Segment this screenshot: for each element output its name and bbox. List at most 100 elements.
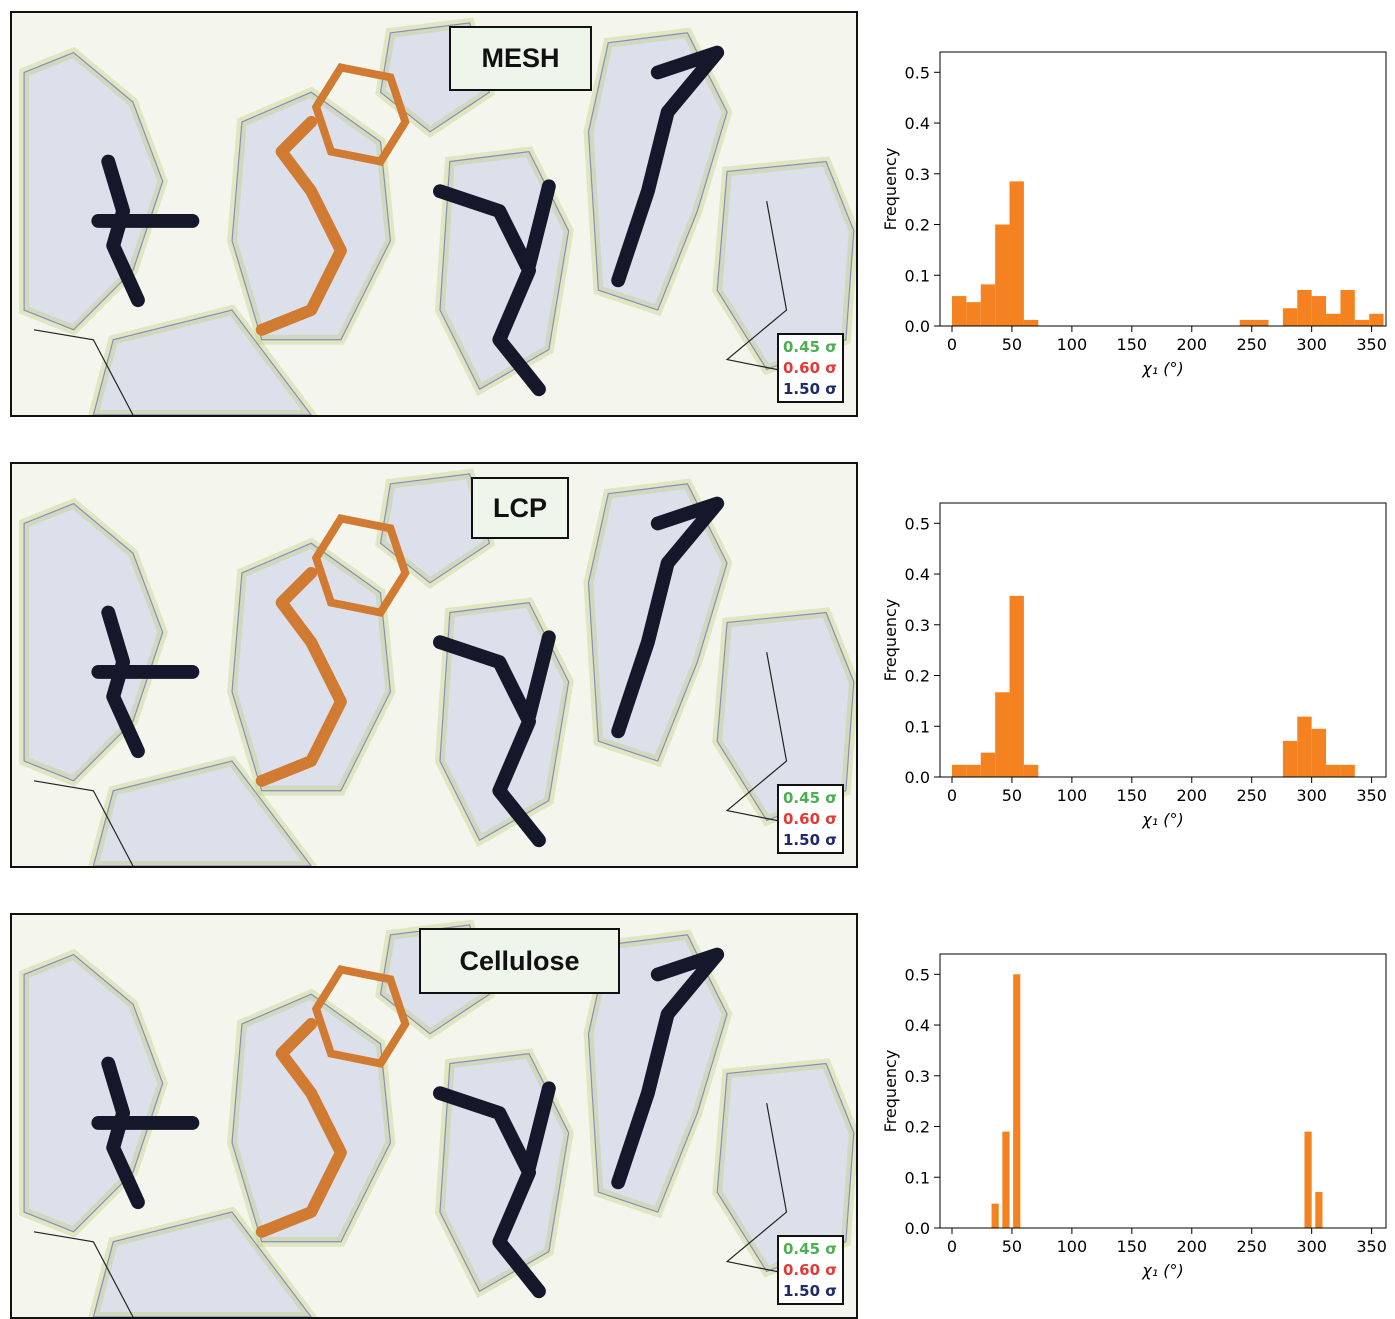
x-tick-label: 150 bbox=[1117, 1237, 1148, 1256]
electron-density-render bbox=[19, 468, 856, 866]
histogram-bar bbox=[1009, 181, 1024, 326]
x-tick-label: 350 bbox=[1356, 786, 1387, 805]
x-tick-label: 200 bbox=[1177, 335, 1208, 354]
ligand-ring bbox=[311, 514, 410, 617]
residue-stick bbox=[101, 1056, 145, 1210]
x-tick-label: 100 bbox=[1057, 1237, 1088, 1256]
residue-stick bbox=[611, 947, 725, 1190]
wire-backbone bbox=[33, 1231, 134, 1317]
residue-stick bbox=[522, 179, 556, 273]
y-tick-label: 0.1 bbox=[905, 717, 930, 736]
histogram-bar bbox=[1282, 740, 1298, 777]
sigma-green: 0.45 σ bbox=[783, 789, 837, 807]
histogram-bar bbox=[1311, 296, 1327, 326]
ligand-ring bbox=[311, 63, 410, 166]
density-blob bbox=[19, 46, 168, 336]
x-tick-label: 0 bbox=[947, 786, 957, 805]
x-tick-label: 250 bbox=[1236, 335, 1267, 354]
histogram-bar bbox=[1326, 313, 1341, 326]
density-mesh bbox=[716, 1062, 855, 1273]
histogram-bar bbox=[1369, 313, 1384, 326]
plot-frame bbox=[939, 51, 1387, 327]
x-tick-label: 300 bbox=[1296, 786, 1327, 805]
x-tick-label: 200 bbox=[1177, 786, 1208, 805]
ligand-stick bbox=[255, 1017, 347, 1238]
histogram-bar bbox=[1304, 1131, 1312, 1228]
histogram-bar bbox=[1013, 974, 1021, 1228]
y-tick-label: 0.1 bbox=[905, 266, 930, 285]
residue-stick bbox=[611, 496, 725, 739]
sigma-red: 0.60 σ bbox=[783, 359, 837, 377]
sigma-blue: 1.50 σ bbox=[783, 380, 837, 398]
histogram-bar bbox=[951, 296, 967, 326]
histogram-bar bbox=[1340, 289, 1355, 326]
density-panel-lcp: LCP 0.45 σ 0.60 σ 1.50 σ bbox=[10, 462, 858, 868]
y-tick-label: 0.2 bbox=[905, 667, 930, 686]
y-tick-label: 0.5 bbox=[905, 514, 930, 533]
x-tick-label: 300 bbox=[1296, 335, 1327, 354]
x-tick-label: 350 bbox=[1356, 1237, 1387, 1256]
y-tick-label: 0.0 bbox=[905, 317, 930, 336]
sigma-red: 0.60 σ bbox=[783, 810, 837, 828]
histogram-bar bbox=[1311, 728, 1327, 777]
histogram-bar bbox=[1297, 289, 1312, 326]
density-panel-mesh: MESH 0.45 σ 0.60 σ 1.50 σ bbox=[10, 11, 858, 417]
y-tick-label: 0.4 bbox=[905, 565, 930, 584]
residue-stick bbox=[101, 154, 145, 308]
x-tick-label: 200 bbox=[1177, 1237, 1208, 1256]
histogram-bar bbox=[1354, 319, 1370, 326]
y-tick-label: 0.3 bbox=[905, 165, 930, 184]
histogram-bar bbox=[1239, 319, 1255, 326]
residue-stick bbox=[522, 630, 556, 724]
density-mesh bbox=[92, 760, 312, 866]
sigma-legend: 0.45 σ 0.60 σ 1.50 σ bbox=[777, 333, 844, 403]
sigma-legend: 0.45 σ 0.60 σ 1.50 σ bbox=[777, 784, 844, 854]
panel-label: Cellulose bbox=[419, 928, 620, 994]
electron-density-render bbox=[19, 17, 856, 415]
x-axis-label: χ₁ (°) bbox=[1141, 810, 1183, 829]
density-mesh bbox=[716, 160, 855, 371]
y-tick-label: 0.5 bbox=[905, 965, 930, 984]
chi1-histogram-mesh: 0 50 100 150 200 250 300 350 0.0 0.1 0.2 0.3 0.4 0.5 χ… bbox=[881, 51, 1387, 378]
sigma-red: 0.60 σ bbox=[783, 1261, 837, 1279]
histogram-bar bbox=[980, 752, 996, 777]
residue-stick bbox=[611, 45, 725, 288]
ligand-stick bbox=[255, 115, 347, 336]
density-mesh bbox=[379, 22, 491, 133]
x-tick-label: 0 bbox=[947, 335, 957, 354]
residue-sticks bbox=[33, 947, 827, 1317]
plot-frame bbox=[939, 502, 1387, 778]
x-tick-label: 100 bbox=[1057, 335, 1088, 354]
histogram-bar bbox=[951, 764, 967, 777]
x-tick-label: 150 bbox=[1117, 786, 1148, 805]
histogram-bar bbox=[980, 284, 996, 326]
y-axis-label: Frequency bbox=[881, 599, 900, 682]
histogram-bar bbox=[1282, 308, 1298, 326]
density-blob bbox=[19, 497, 168, 787]
sigma-green: 0.45 σ bbox=[783, 1240, 837, 1258]
histogram-bar bbox=[995, 692, 1010, 777]
y-tick-label: 0.5 bbox=[905, 63, 930, 82]
wire-backbone bbox=[33, 780, 134, 866]
panel-label: LCP bbox=[471, 477, 569, 539]
plot-frame bbox=[939, 953, 1387, 1229]
y-tick-label: 0.3 bbox=[905, 1067, 930, 1086]
histogram-bar bbox=[1009, 595, 1024, 777]
x-axis-label: χ₁ (°) bbox=[1141, 1261, 1183, 1280]
histogram-bar bbox=[1023, 319, 1039, 326]
x-tick-label: 250 bbox=[1236, 786, 1267, 805]
x-tick-label: 150 bbox=[1117, 335, 1148, 354]
density-mesh bbox=[439, 1052, 570, 1293]
x-tick-label: 50 bbox=[1002, 786, 1022, 805]
x-axis-label: χ₁ (°) bbox=[1141, 359, 1183, 378]
histogram-bar bbox=[1023, 764, 1039, 777]
sigma-green: 0.45 σ bbox=[783, 338, 837, 356]
y-tick-label: 0.2 bbox=[905, 1118, 930, 1137]
residue-stick bbox=[522, 1081, 556, 1175]
wire-backbone bbox=[725, 1103, 827, 1282]
y-tick-label: 0.4 bbox=[905, 114, 930, 133]
density-mesh bbox=[587, 934, 728, 1213]
wire-backbone bbox=[725, 201, 827, 380]
y-axis-label: Frequency bbox=[881, 148, 900, 231]
x-tick-label: 50 bbox=[1002, 335, 1022, 354]
